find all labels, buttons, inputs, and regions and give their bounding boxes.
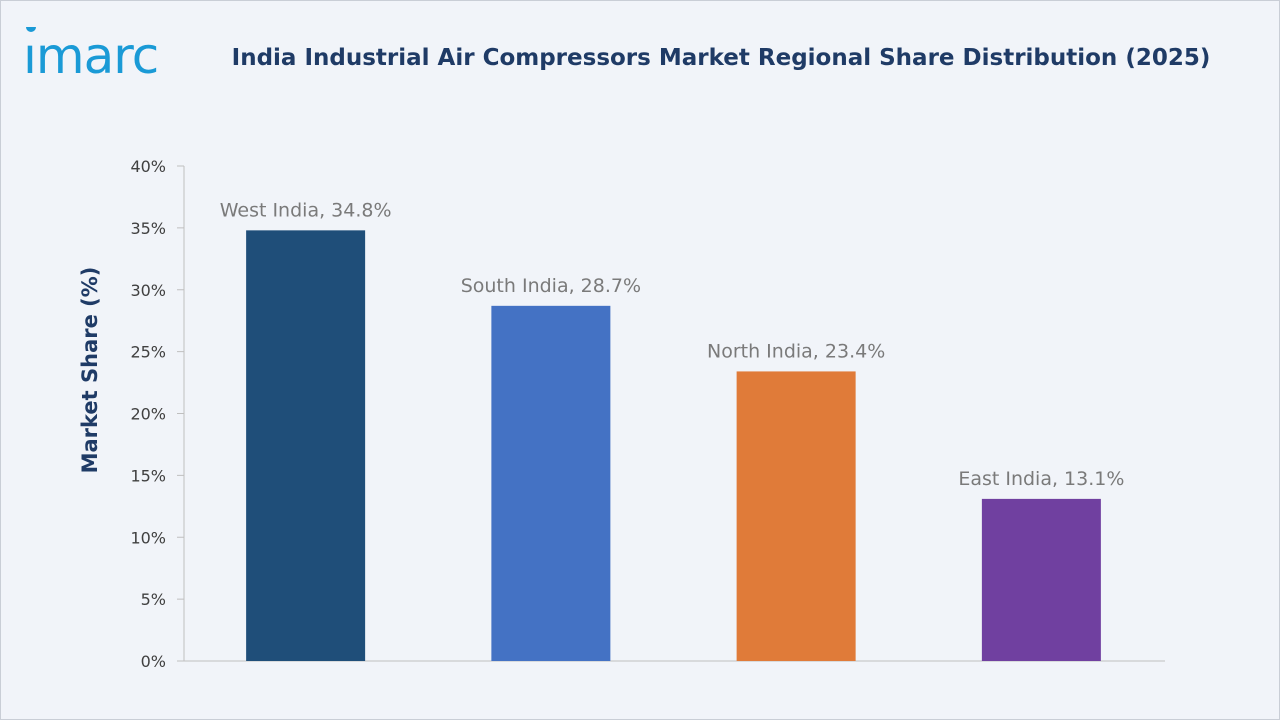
- y-tick-label: 30%: [130, 281, 166, 300]
- data-label: East India, 13.1%: [958, 468, 1124, 490]
- data-label: North India, 23.4%: [707, 340, 885, 362]
- y-tick-label: 0%: [141, 652, 166, 671]
- y-tick-label: 20%: [130, 405, 166, 424]
- y-ticks: 0% 5% 10% 15% 20% 25% 30% 35% 40%: [130, 157, 184, 671]
- bar-east-india: [981, 498, 1101, 661]
- bar-west-india: [246, 230, 366, 661]
- chart-title: India Industrial Air Compressors Market …: [231, 45, 1211, 71]
- data-label: South India, 28.7%: [461, 275, 641, 297]
- y-axis-label: Market Share (%): [78, 267, 102, 474]
- y-tick-label: 40%: [130, 157, 166, 176]
- y-tick-label: 35%: [130, 219, 166, 238]
- y-tick-label: 15%: [130, 466, 166, 485]
- bar-south-india: [491, 305, 611, 661]
- y-tick-label: 5%: [141, 590, 166, 609]
- y-tick-label: 10%: [130, 528, 166, 547]
- data-labels: West India, 34.8% South India, 28.7% North…: [220, 199, 1125, 490]
- imarc-logo: imarc ımarc: [23, 27, 159, 85]
- svg-text:ımarc: ımarc: [23, 27, 158, 85]
- data-label: West India, 34.8%: [220, 199, 392, 221]
- bars: [246, 230, 1101, 661]
- y-tick-label: 25%: [130, 343, 166, 362]
- bar-north-india: [736, 371, 856, 661]
